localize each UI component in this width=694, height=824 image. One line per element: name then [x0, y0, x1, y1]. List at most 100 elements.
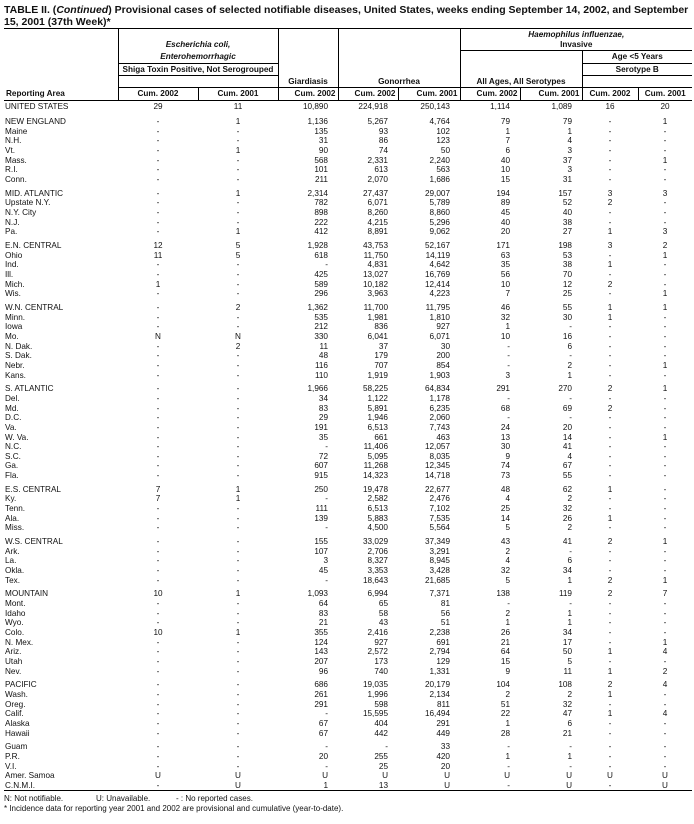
value-cell: 67 — [318, 718, 328, 728]
value-cell: 5 — [505, 523, 510, 533]
value-cell: - — [236, 432, 240, 442]
table-row: C.N.M.I. - U 1 13 U - U - U — [4, 781, 692, 791]
value-cell: - — [663, 689, 667, 699]
value-cell: 7,102 — [429, 504, 451, 514]
table-row: Minn. - - 535 1,981 1,810 32 30 1 - — [4, 313, 692, 323]
value-cell: 119 — [558, 589, 572, 599]
value-cell: - — [608, 360, 612, 370]
value-cell: 40 — [500, 155, 510, 165]
value-cell: - — [663, 279, 667, 289]
table-row: Ga. - - 607 11,268 12,345 74 67 - - — [4, 461, 692, 471]
value-cell: - — [156, 513, 160, 523]
value-cell: 56 — [500, 270, 510, 279]
value-cell: 1 — [155, 279, 161, 289]
value-cell: 30 — [562, 312, 572, 322]
value-cell: - — [156, 175, 160, 185]
cum-year-header: Cum. 2002 — [277, 87, 338, 101]
value-cell: - — [236, 537, 240, 547]
value-cell: - — [236, 413, 240, 423]
value-cell: - — [236, 742, 240, 752]
table-row: S. ATLANTIC - - 1,966 58,225 64,834 291 270 2 1 — [4, 384, 692, 394]
value-cell: U — [607, 771, 613, 781]
value-cell: - — [663, 728, 667, 738]
value-cell: 10 — [500, 165, 510, 175]
value-cell: - — [608, 728, 612, 738]
value-cell: 30 — [440, 341, 450, 351]
table-row: UNITED STATES 29 11 10,890 224,918 250,143 1,1… — [4, 100, 692, 113]
value-cell: - — [608, 461, 612, 471]
value-cell: - — [663, 608, 667, 618]
footnote-star: * Incidence data for reporting year 2001… — [4, 804, 344, 814]
value-cell: 1 — [235, 589, 241, 599]
value-cell: 1,093 — [307, 589, 329, 599]
value-cell: - — [156, 709, 160, 719]
value-cell: - — [156, 689, 160, 699]
table-row: V.I. - - - 25 20 - - - - — [4, 762, 692, 772]
value-cell: - — [608, 494, 612, 504]
value-cell: - — [608, 341, 612, 351]
value-cell: 5 — [567, 656, 572, 666]
value-cell: - — [608, 289, 612, 299]
value-cell: - — [608, 618, 612, 628]
value-cell: 43,753 — [362, 241, 388, 251]
value-cell: 2,070 — [367, 175, 389, 185]
value-cell: - — [156, 618, 160, 628]
value-cell: - — [325, 575, 328, 585]
value-cell: 11,750 — [363, 250, 388, 260]
value-cell: 1,362 — [307, 302, 329, 312]
value-cell: 48 — [500, 484, 510, 494]
value-cell: 14 — [562, 432, 572, 442]
value-cell: - — [608, 146, 612, 156]
value-cell: 2,238 — [429, 627, 451, 637]
value-cell: - — [608, 136, 612, 146]
value-cell: - — [156, 208, 160, 218]
value-cell: - — [156, 575, 160, 585]
value-cell: - — [325, 260, 328, 270]
value-cell: - — [236, 566, 240, 576]
value-cell: 1 — [607, 302, 613, 312]
value-cell: 1 — [607, 312, 613, 322]
value-cell: 6,513 — [367, 504, 389, 514]
value-cell: - — [608, 393, 612, 403]
value-cell: 11 — [563, 666, 573, 676]
value-cell: 1 — [505, 322, 510, 332]
value-cell: 16,769 — [424, 270, 450, 279]
value-cell: - — [156, 680, 160, 690]
value-cell: - — [507, 393, 510, 403]
value-cell: 86 — [378, 136, 388, 146]
gonorrhea-header: Gonorrhea — [337, 75, 460, 88]
value-cell: - — [236, 442, 240, 452]
value-cell: 79 — [500, 117, 510, 127]
value-cell: 6,994 — [367, 589, 389, 599]
value-cell: 21 — [500, 637, 510, 647]
value-cell: - — [608, 742, 612, 752]
value-cell: 45 — [500, 208, 510, 218]
value-cell: 1 — [235, 484, 241, 494]
table-row: Mo. N N 330 6,041 6,071 10 16 - - — [4, 332, 692, 342]
value-cell: - — [236, 761, 240, 771]
value-cell: 7,743 — [429, 422, 451, 432]
value-cell: 4 — [662, 680, 668, 690]
value-cell: U — [444, 780, 450, 790]
title-continued: Continued — [56, 4, 109, 16]
value-cell: - — [236, 260, 240, 270]
value-cell: 1,089 — [551, 101, 573, 111]
reporting-area-cell: Ky. — [5, 494, 17, 504]
age-lt5-header: Age <5 Years — [581, 50, 692, 64]
value-cell: U — [235, 771, 241, 781]
cum-year-header: Cum. 2002 — [459, 87, 520, 101]
value-cell: - — [663, 136, 667, 146]
value-cell: 21 — [318, 618, 328, 628]
value-cell: 6,071 — [429, 331, 451, 341]
reporting-area-cell: Idaho — [5, 608, 26, 618]
value-cell: 31 — [318, 136, 328, 146]
value-cell: 618 — [314, 250, 328, 260]
value-cell: 26 — [500, 627, 510, 637]
value-cell: 4 — [567, 451, 572, 461]
value-cell: 1 — [607, 227, 613, 237]
value-cell: 4,215 — [367, 217, 389, 227]
value-cell: - — [325, 494, 328, 504]
value-cell: 20 — [318, 751, 328, 761]
value-cell: 2,240 — [429, 155, 451, 165]
value-cell: - — [236, 647, 240, 657]
